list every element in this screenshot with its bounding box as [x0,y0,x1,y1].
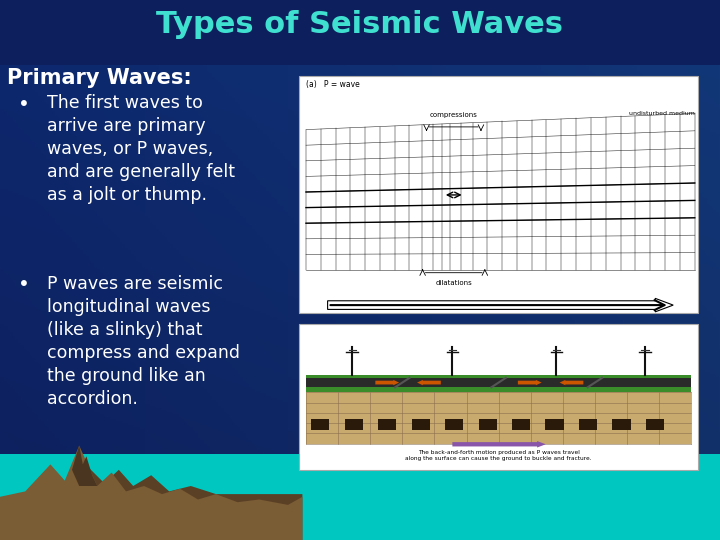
Bar [579,418,598,430]
Text: •: • [18,275,30,294]
Text: undisturbed medium: undisturbed medium [629,111,695,116]
FancyArrow shape [417,380,441,385]
Text: The back-and-forth motion produced as P waves travel
along the surface can cause: The back-and-forth motion produced as P … [405,450,592,461]
FancyArrow shape [328,298,673,312]
Polygon shape [0,446,302,540]
Bar [445,418,464,430]
Bar [546,418,564,430]
Text: (a)   P = wave: (a) P = wave [306,80,360,89]
Bar [306,378,691,387]
Bar [512,418,531,430]
Bar [344,418,363,430]
Polygon shape [58,462,302,540]
Bar [299,324,698,470]
Bar [0,0,720,65]
Bar [311,418,330,430]
Bar [378,418,397,430]
FancyArrow shape [559,380,583,385]
Bar [646,418,665,430]
Bar [412,418,430,430]
Bar [306,393,691,443]
FancyArrow shape [452,441,546,448]
Text: P waves are seismic
longitudinal waves
(like a slinky) that
compress and expand
: P waves are seismic longitudinal waves (… [47,275,240,408]
Bar [299,76,698,313]
FancyArrow shape [375,380,399,385]
Text: dilatations: dilatations [436,280,472,286]
Polygon shape [72,446,97,486]
Text: Primary Waves:: Primary Waves: [7,68,192,87]
Text: The first waves to
arrive are primary
waves, or P waves,
and are generally felt
: The first waves to arrive are primary wa… [47,94,235,204]
Bar [479,418,497,430]
Bar [306,375,691,393]
Text: •: • [18,94,30,113]
FancyArrow shape [518,380,541,385]
Text: Types of Seismic Waves: Types of Seismic Waves [156,10,564,39]
Bar [613,418,631,430]
Bar [0,454,720,540]
Text: compressions: compressions [430,112,477,118]
